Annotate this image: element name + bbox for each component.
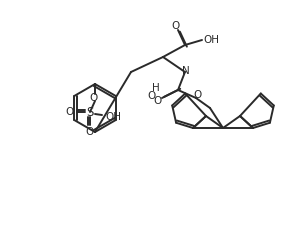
Text: OH: OH [203, 35, 219, 45]
Text: O: O [66, 107, 74, 117]
Text: OH: OH [105, 112, 121, 122]
Text: O: O [154, 96, 162, 106]
Text: S: S [86, 106, 94, 118]
Text: H: H [152, 83, 160, 93]
Text: O: O [86, 127, 94, 137]
Text: N: N [182, 66, 190, 76]
Text: O: O [90, 93, 98, 103]
Text: O: O [193, 90, 201, 100]
Text: O: O [147, 91, 155, 101]
Text: O: O [171, 21, 179, 31]
